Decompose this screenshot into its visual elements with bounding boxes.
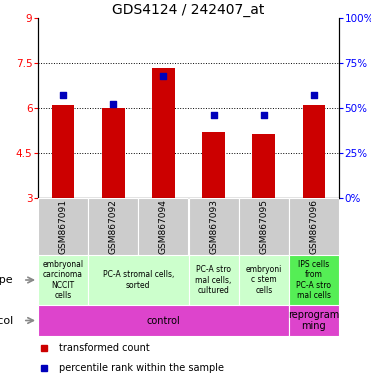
Text: GSM867091: GSM867091 [59, 199, 68, 254]
Bar [88, 198, 138, 255]
Point [160, 73, 166, 79]
Point [60, 92, 66, 98]
Bar [138, 198, 188, 255]
Text: cell type: cell type [0, 275, 13, 285]
Text: protocol: protocol [0, 316, 13, 326]
Bar [252, 134, 275, 198]
Bar [38, 198, 88, 255]
Text: GSM867095: GSM867095 [259, 199, 268, 254]
Text: transformed count: transformed count [59, 343, 150, 353]
Text: PC-A stromal cells,
sorted: PC-A stromal cells, sorted [103, 270, 174, 290]
Bar [289, 305, 339, 336]
Text: GSM867093: GSM867093 [209, 199, 218, 254]
Bar [88, 255, 188, 305]
Text: IPS cells
from
PC-A stro
mal cells: IPS cells from PC-A stro mal cells [296, 260, 331, 300]
Bar [38, 255, 88, 305]
Bar [188, 255, 239, 305]
Bar [289, 198, 339, 255]
Point [211, 112, 217, 118]
Bar [102, 108, 125, 198]
Bar [289, 255, 339, 305]
Bar [202, 132, 225, 198]
Text: GSM867092: GSM867092 [109, 199, 118, 254]
Bar [239, 255, 289, 305]
Text: percentile rank within the sample: percentile rank within the sample [59, 363, 224, 373]
Bar [52, 105, 74, 198]
Point [311, 92, 317, 98]
Bar [188, 198, 239, 255]
Bar [38, 305, 289, 336]
Text: reprogram
ming: reprogram ming [288, 310, 339, 331]
Bar [239, 198, 289, 255]
Title: GDS4124 / 242407_at: GDS4124 / 242407_at [112, 3, 265, 17]
Bar [303, 105, 325, 198]
Point [261, 112, 267, 118]
Text: embryoni
c stem
cells: embryoni c stem cells [246, 265, 282, 295]
Text: GSM867096: GSM867096 [309, 199, 318, 254]
Bar [152, 68, 175, 198]
Text: GSM867094: GSM867094 [159, 199, 168, 254]
Text: control: control [147, 316, 180, 326]
Point [110, 101, 116, 108]
Text: PC-A stro
mal cells,
cultured: PC-A stro mal cells, cultured [196, 265, 232, 295]
Text: embryonal
carcinoma
NCCIT
cells: embryonal carcinoma NCCIT cells [43, 260, 83, 300]
